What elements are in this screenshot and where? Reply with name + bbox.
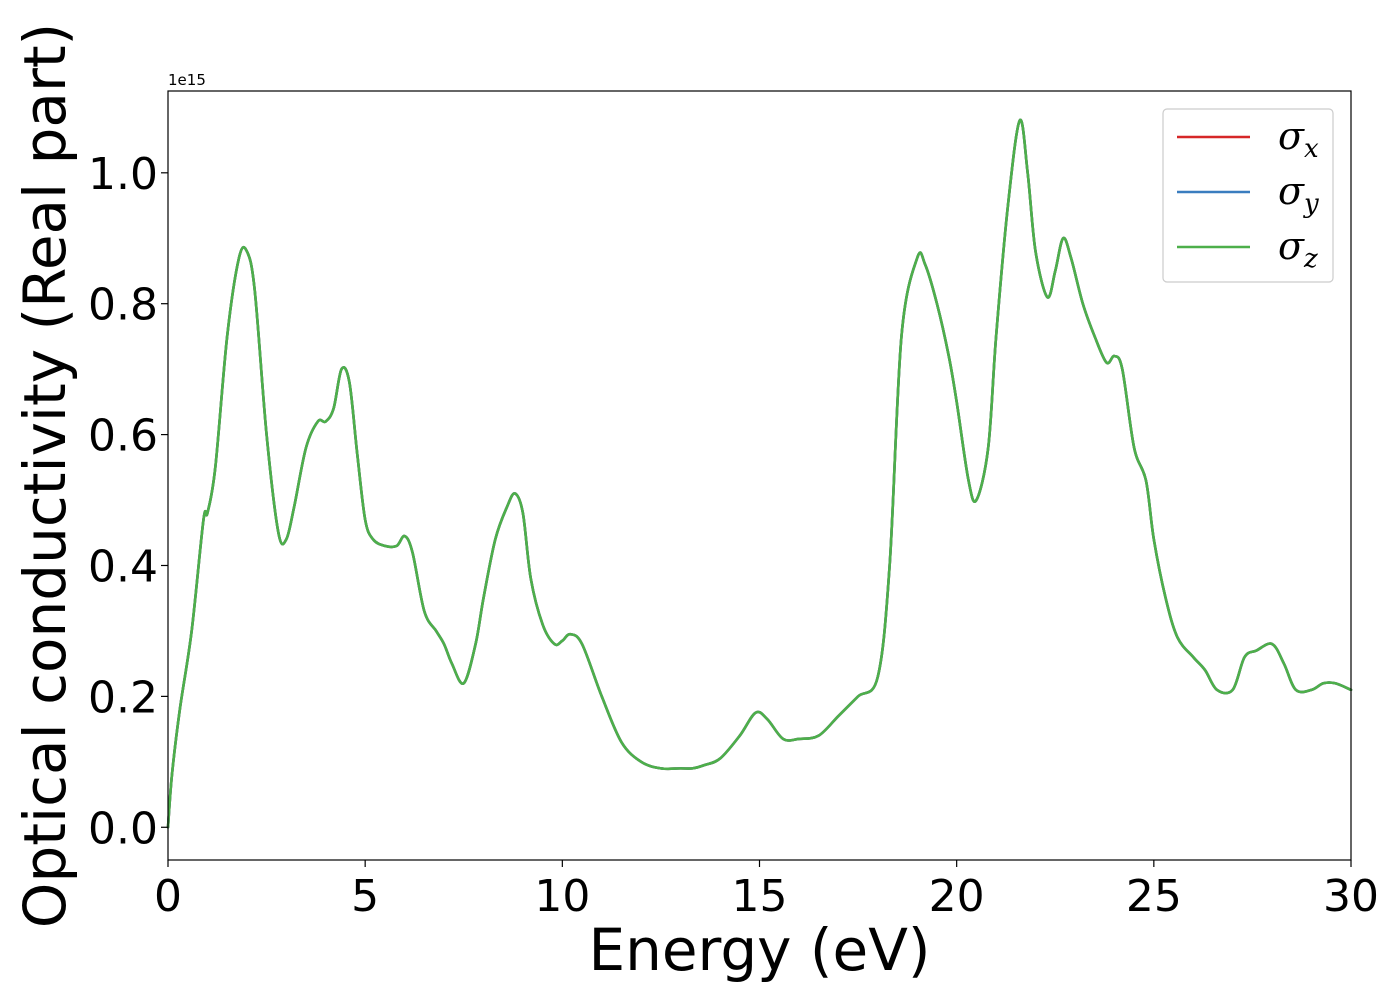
legend-subscript: x (1304, 134, 1319, 164)
legend-label: σy (1278, 169, 1319, 219)
x-tick-label: 20 (929, 871, 985, 922)
series-line-sigma-z (166, 118, 1353, 829)
x-tick-label: 5 (351, 871, 379, 922)
y-tick-label: 0.4 (88, 541, 158, 592)
y-tick-label: 1.0 (88, 149, 158, 200)
legend-subscript: y (1303, 189, 1319, 219)
y-tick-label: 0.2 (88, 672, 158, 723)
x-tick-label: 0 (154, 871, 182, 922)
legend-entry-sigma-z: σz (1177, 224, 1318, 274)
legend-subscript: z (1303, 244, 1318, 274)
legend-label: σz (1278, 224, 1318, 274)
y-tick-label: 0.8 (88, 280, 158, 331)
x-axis: 0 5 10 15 20 25 30 (154, 860, 1379, 922)
series-layer (166, 118, 1353, 829)
x-tick-label: 10 (534, 871, 590, 922)
legend-box (1162, 108, 1334, 283)
legend-symbol: σ (1278, 224, 1305, 268)
legend-label: σx (1278, 114, 1319, 164)
x-tick-label: 15 (732, 871, 788, 922)
y-offset-label: 1e15 (168, 71, 206, 89)
legend-symbol: σ (1278, 114, 1305, 158)
x-axis-label: Energy (eV) (588, 916, 930, 984)
legend-entry-sigma-x: σx (1177, 114, 1319, 164)
legend-symbol: σ (1278, 169, 1305, 213)
x-tick-label: 30 (1323, 871, 1379, 922)
y-tick-label: 0.0 (88, 803, 158, 854)
legend-entry-sigma-y: σy (1177, 169, 1319, 219)
x-tick-label: 25 (1126, 871, 1182, 922)
y-axis: 0.0 0.2 0.4 0.6 0.8 1.0 (88, 149, 168, 854)
y-tick-label: 0.6 (88, 411, 158, 462)
y-axis-label: Optical conductivity (Real part) (11, 23, 79, 928)
